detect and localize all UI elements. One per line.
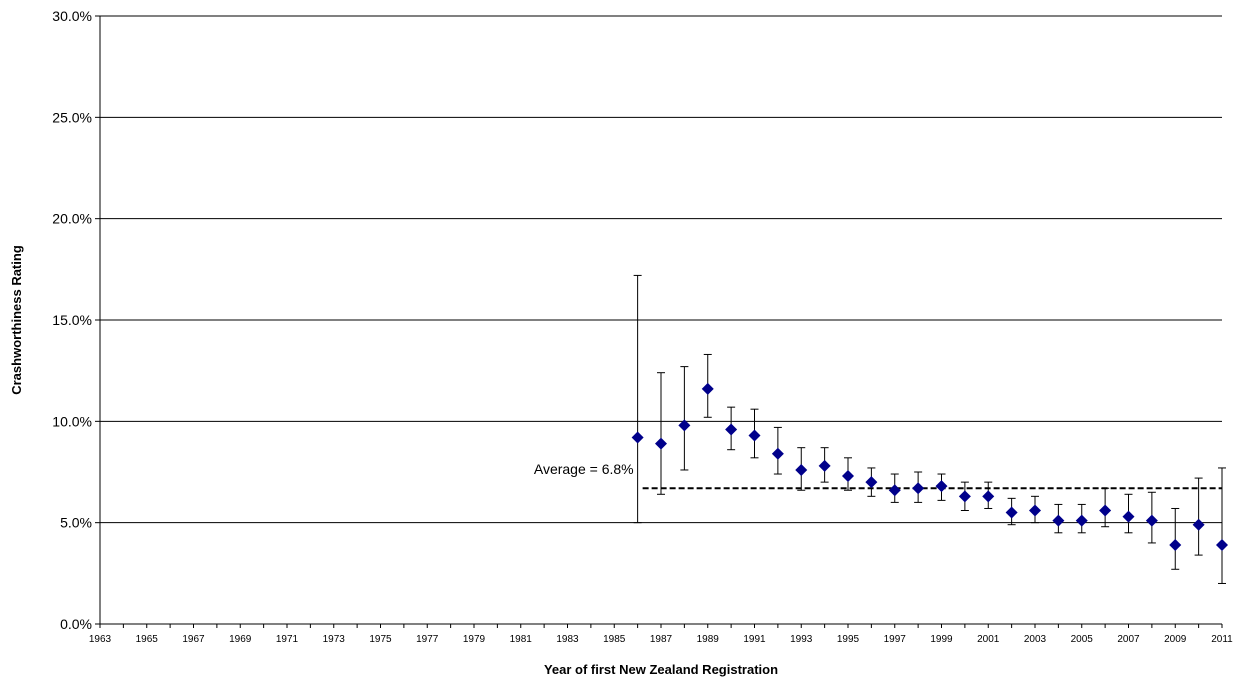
x-tick-label: 1993	[790, 634, 813, 645]
data-point	[795, 463, 808, 476]
x-tick-label: 1973	[323, 634, 346, 645]
data-point	[1145, 514, 1158, 527]
y-axis-ticks: 0.0% 5.0% 10.0% 15.0% 20.0% 25.0% 30.0%	[52, 8, 100, 632]
x-tick-label: 1975	[369, 634, 392, 645]
data-point	[701, 382, 714, 395]
y-tick-label: 15.0%	[52, 312, 92, 328]
average-label: Average = 6.8%	[534, 461, 634, 477]
data-point	[725, 423, 738, 436]
data-point	[771, 447, 784, 460]
data-point	[1099, 504, 1112, 517]
x-tick-label: 1991	[743, 634, 766, 645]
x-tick-label: 1981	[510, 634, 533, 645]
x-tick-label: 2007	[1117, 634, 1140, 645]
x-tick-label: 1967	[182, 634, 205, 645]
x-axis-ticks: 1963 1965 1967 1969 1971 1973 1975 1977 1979 1981…	[89, 624, 1233, 645]
x-tick-label: 1977	[416, 634, 439, 645]
data-point	[1169, 538, 1182, 551]
y-tick-label: 10.0%	[52, 413, 92, 429]
data-point	[818, 459, 831, 472]
x-tick-label: 1989	[697, 634, 720, 645]
x-tick-label: 1965	[136, 634, 159, 645]
data-point	[678, 419, 691, 432]
x-tick-label: 1985	[603, 634, 626, 645]
x-tick-label: 2003	[1024, 634, 1047, 645]
x-tick-label: 2001	[977, 634, 1000, 645]
y-tick-label: 30.0%	[52, 8, 92, 24]
data-point	[655, 437, 667, 450]
x-tick-label: 2009	[1164, 634, 1187, 645]
data-point	[865, 476, 878, 489]
x-tick-label: 1969	[229, 634, 252, 645]
data-point	[748, 429, 761, 442]
data-point	[631, 431, 644, 444]
y-tick-label: 20.0%	[52, 211, 92, 227]
error-bars	[633, 274, 1226, 584]
x-tick-label: 1983	[556, 634, 579, 645]
x-tick-label: 1963	[89, 634, 112, 645]
data-point	[1029, 504, 1041, 517]
average-line-group: Average = 6.8%	[534, 461, 1222, 490]
x-tick-label: 1999	[930, 634, 953, 645]
data-point	[842, 470, 854, 483]
x-axis-title: Year of first New Zealand Registration	[544, 662, 778, 677]
data-point	[1216, 538, 1228, 551]
data-point	[1122, 510, 1135, 523]
x-tick-label: 2011	[1211, 634, 1233, 645]
x-tick-label: 1971	[276, 634, 299, 645]
data-point	[1075, 514, 1088, 527]
x-tick-label: 2005	[1071, 634, 1094, 645]
data-points	[631, 382, 1228, 551]
data-point	[958, 490, 971, 503]
data-point	[912, 482, 925, 495]
y-tick-label: 5.0%	[60, 515, 92, 531]
x-tick-label: 1997	[884, 634, 907, 645]
x-tick-label: 1979	[463, 634, 486, 645]
y-axis-title: Crashworthiness Rating	[9, 245, 24, 395]
data-point	[1005, 506, 1018, 519]
data-point	[935, 480, 948, 493]
data-point	[1052, 514, 1065, 527]
x-tick-label: 1995	[837, 634, 860, 645]
x-tick-label: 1987	[650, 634, 673, 645]
data-point	[982, 490, 995, 503]
y-tick-label: 0.0%	[60, 616, 92, 632]
data-point	[888, 484, 901, 497]
y-tick-label: 25.0%	[52, 109, 92, 125]
data-point	[1192, 518, 1205, 531]
